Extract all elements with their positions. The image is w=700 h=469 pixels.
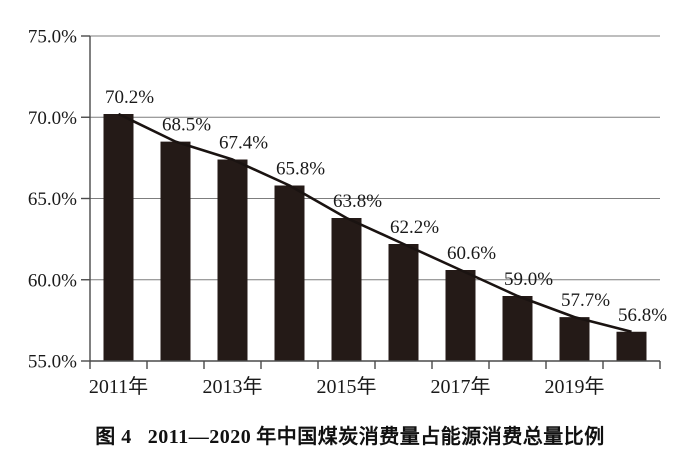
x-axis-tick-label: 2013年 <box>203 375 263 398</box>
bar <box>502 296 533 361</box>
y-axis-tick-label: 60.0% <box>28 270 77 291</box>
bar-value-label: 63.8% <box>333 191 382 212</box>
bar <box>160 141 191 361</box>
trend-line <box>117 112 632 334</box>
bar <box>274 185 305 361</box>
x-axis-tick-label: 2019年 <box>545 375 605 398</box>
caption-figure-number: 图 4 <box>95 426 132 448</box>
bar-value-label: 57.7% <box>561 290 610 311</box>
bar <box>103 114 134 361</box>
caption-year-range: 2011—2020 <box>147 426 252 448</box>
bar <box>217 159 248 361</box>
bar <box>616 331 647 361</box>
bar-value-label: 68.5% <box>162 115 211 136</box>
y-axis-tick-label: 65.0% <box>28 189 77 210</box>
caption-title-text: 年中国煤炭消费量占能源消费总量比例 <box>256 426 605 448</box>
bar-value-label: 67.4% <box>219 133 268 154</box>
bar <box>388 244 419 361</box>
x-axis-tick-label: 2015年 <box>317 375 377 398</box>
bar <box>559 317 590 361</box>
bar-value-label: 70.2% <box>105 87 154 108</box>
bar-value-label: 60.6% <box>447 243 496 264</box>
bar-chart: 55.0% 60.0% 65.0% 70.0% 75.0% 2011年 2013年 2015年… <box>28 27 667 399</box>
bar <box>445 270 476 361</box>
bar-value-label: 65.8% <box>276 159 325 180</box>
x-axis-tick-label: 2011年 <box>89 375 148 398</box>
figure-caption: 图 4 2011—2020 年中国煤炭消费量占能源消费总量比例 <box>0 420 700 449</box>
bar-value-label: 56.8% <box>618 305 667 326</box>
x-axis-tick-label: 2017年 <box>431 375 491 398</box>
bar-value-label: 59.0% <box>504 269 553 290</box>
bar <box>331 218 362 361</box>
y-axis-tick-label: 75.0% <box>28 27 77 48</box>
y-axis-tick-label: 55.0% <box>28 352 77 373</box>
bar-value-label: 62.2% <box>390 217 439 238</box>
y-axis-tick-label: 70.0% <box>28 108 77 129</box>
